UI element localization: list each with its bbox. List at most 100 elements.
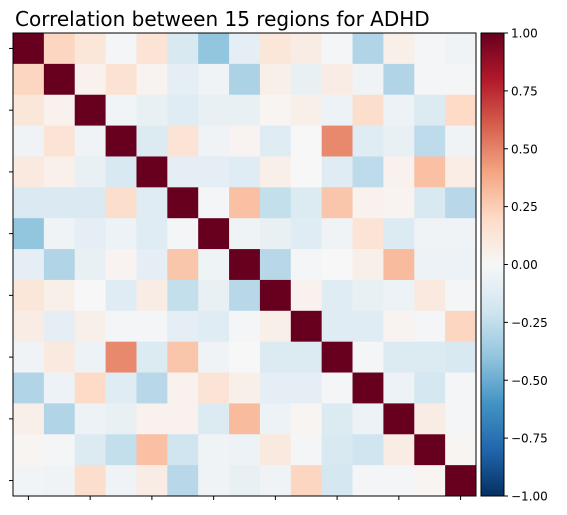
- heatmap-cell-r4-c6: [167, 125, 199, 157]
- heatmap-cell-r12-c15: [445, 372, 477, 404]
- heatmap-cell-r6-c9: [259, 187, 292, 219]
- heatmap-cell-r13-c8: [229, 403, 261, 435]
- heatmap-cell-r8-c11: [321, 249, 353, 281]
- heatmap-cell-r14-c2: [43, 434, 76, 466]
- heatmap-cell-r3-c8: [229, 94, 261, 126]
- heatmap-cell-r14-c9: [259, 434, 292, 466]
- heatmap-cell-r4-c2: [43, 125, 76, 157]
- heatmap-cell-r9-c10: [290, 279, 323, 312]
- heatmap-cell-r5-c3: [74, 156, 106, 188]
- heatmap-cell-r3-c3: [74, 94, 106, 126]
- heatmap-cell-r2-c11: [321, 63, 353, 96]
- heatmap-cell-r4-c7: [198, 125, 230, 157]
- heatmap-cell-r3-c6: [167, 94, 199, 126]
- heatmap-cell-r10-c4: [105, 310, 137, 343]
- colorbar-tick-label: −1.00: [511, 490, 548, 504]
- heatmap-cell-r2-c13: [383, 63, 415, 96]
- heatmap-cell-r3-c7: [198, 94, 230, 126]
- heatmap-cell-r13-c4: [105, 403, 137, 435]
- heatmap-cell-r6-c13: [383, 187, 415, 219]
- heatmap-cell-r4-c14: [414, 125, 446, 157]
- heatmap-cell-r14-c15: [445, 434, 477, 466]
- heatmap-cell-r7-c5: [136, 218, 168, 250]
- colorbar-tick-label: 0.00: [511, 258, 538, 272]
- heatmap-cell-r15-c1: [13, 465, 45, 497]
- heatmap-cell-r14-c14: [414, 434, 446, 466]
- heatmap-cell-r2-c8: [229, 63, 261, 96]
- heatmap-cell-r1-c8: [229, 33, 261, 65]
- heatmap-cell-r8-c8: [229, 249, 261, 281]
- heatmap-cell-r2-c9: [259, 63, 292, 96]
- heatmap-cell-r9-c7: [198, 279, 230, 312]
- heatmap-cell-r10-c12: [352, 310, 384, 343]
- heatmap-cell-r15-c15: [445, 465, 477, 497]
- heatmap-cell-r11-c12: [352, 341, 384, 373]
- heatmap-cell-r13-c7: [198, 403, 230, 435]
- heatmap-cell-r4-c15: [445, 125, 477, 157]
- heatmap-cell-r6-c4: [105, 187, 137, 219]
- heatmap-cell-r4-c5: [136, 125, 168, 157]
- heatmap-cell-r10-c5: [136, 310, 168, 343]
- heatmap-cell-r14-c13: [383, 434, 415, 466]
- heatmap-cell-r8-c2: [43, 249, 76, 281]
- heatmap-cell-r3-c1: [13, 94, 45, 126]
- heatmap-cell-r1-c13: [383, 33, 415, 65]
- heatmap-cell-r8-c10: [290, 249, 323, 281]
- heatmap-cell-r6-c11: [321, 187, 353, 219]
- heatmap-cell-r4-c12: [352, 125, 384, 157]
- heatmap-cell-r11-c1: [13, 341, 45, 373]
- heatmap-cell-r5-c13: [383, 156, 415, 188]
- heatmap-cell-r13-c13: [383, 403, 415, 435]
- heatmap-cell-r10-c10: [290, 310, 323, 343]
- heatmap-cell-r5-c7: [198, 156, 230, 188]
- heatmap-cell-r8-c9: [259, 249, 292, 281]
- heatmap-cell-r12-c11: [321, 372, 353, 404]
- heatmap-cell-r4-c8: [229, 125, 261, 157]
- heatmap-cell-r1-c2: [43, 33, 76, 65]
- plot-frame: [12, 32, 477, 497]
- heatmap-cell-r5-c5: [136, 156, 168, 188]
- heatmap-cell-r1-c15: [445, 33, 477, 65]
- heatmap-cell-r8-c7: [198, 249, 230, 281]
- heatmap-cell-r1-c12: [352, 33, 384, 65]
- heatmap-cell-r14-c7: [198, 434, 230, 466]
- heatmap-cell-r1-c14: [414, 33, 446, 65]
- heatmap-cell-r3-c10: [290, 94, 323, 126]
- heatmap-cell-r12-c13: [383, 372, 415, 404]
- heatmap-cell-r6-c6: [167, 187, 199, 219]
- heatmap-cell-r5-c4: [105, 156, 137, 188]
- heatmap-cell-r10-c15: [445, 310, 477, 343]
- heatmap-cell-r15-c14: [414, 465, 446, 497]
- heatmap-cell-r11-c10: [290, 341, 323, 373]
- heatmap-cell-r15-c8: [229, 465, 261, 497]
- heatmap-cell-r11-c13: [383, 341, 415, 373]
- heatmap-cell-r13-c10: [290, 403, 323, 435]
- heatmap-cell-r11-c3: [74, 341, 106, 373]
- heatmap-cell-r2-c3: [74, 63, 106, 96]
- heatmap-cell-r10-c13: [383, 310, 415, 343]
- heatmap-cell-r14-c6: [167, 434, 199, 466]
- heatmap-cell-r11-c9: [259, 341, 292, 373]
- heatmap-cell-r13-c9: [259, 403, 292, 435]
- heatmap-cell-r6-c2: [43, 187, 76, 219]
- heatmap-cell-r3-c9: [259, 94, 292, 126]
- heatmap-cell-r12-c8: [229, 372, 261, 404]
- heatmap-cell-r12-c9: [259, 372, 292, 404]
- heatmap-cell-r4-c4: [105, 125, 137, 157]
- heatmap-cell-r9-c15: [445, 279, 477, 312]
- heatmap-cell-r8-c1: [13, 249, 45, 281]
- heatmap-cell-r8-c14: [414, 249, 446, 281]
- heatmap-cell-r5-c10: [290, 156, 323, 188]
- heatmap-cell-r6-c14: [414, 187, 446, 219]
- heatmap-cell-r7-c4: [105, 218, 137, 250]
- heatmap-cell-r10-c8: [229, 310, 261, 343]
- heatmap-cell-r1-c11: [321, 33, 353, 65]
- heatmap-cell-r5-c11: [321, 156, 353, 188]
- heatmap-cell-r7-c6: [167, 218, 199, 250]
- heatmap-cell-r14-c8: [229, 434, 261, 466]
- heatmap-cell-r7-c1: [13, 218, 45, 250]
- chart-title: Correlation between 15 regions for ADHD: [15, 7, 430, 31]
- heatmap-cell-r1-c1: [13, 33, 45, 65]
- heatmap-cell-r10-c6: [167, 310, 199, 343]
